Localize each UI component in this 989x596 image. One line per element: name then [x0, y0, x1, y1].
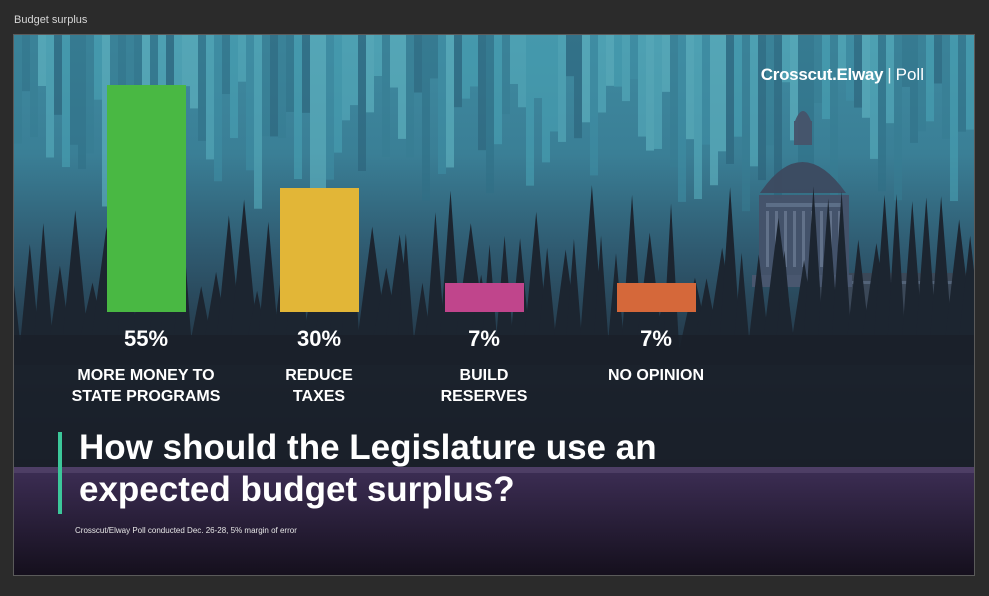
category-label: MORE MONEY TO STATE PROGRAMS [71, 367, 221, 405]
question-accent-bar [58, 432, 62, 514]
category-label: NO OPINION [607, 367, 704, 384]
bar [106, 85, 186, 312]
shoreline [14, 467, 974, 473]
poll-graphic: Crosscut.Elway | Poll 55% MORE MONEY TO STA… [13, 34, 975, 576]
bar-chart: 55% MORE MONEY TO STATE PROGRAMS 30% REDUCE… [14, 35, 974, 575]
category-label: REDUCE TAXES [285, 367, 353, 405]
question-headline: How should the Legislature use an expect… [79, 428, 657, 509]
bar-value-label: 30% [296, 326, 342, 351]
bar [279, 188, 359, 312]
forest-shade [14, 335, 974, 475]
bar [616, 283, 696, 312]
bar-value-label: 55% [123, 326, 169, 351]
bar-value-label: 7% [640, 326, 672, 351]
category-label: BUILD RESERVES [440, 367, 528, 405]
poll-footnote: Crosscut/Elway Poll conducted Dec. 26-28… [75, 526, 297, 535]
bar-value-label: 7% [468, 326, 500, 351]
window-title: Budget surplus [14, 14, 88, 26]
bar [444, 283, 524, 312]
water [14, 467, 974, 575]
brand-logo: Crosscut.Elway | Poll [760, 65, 924, 84]
background-scene [14, 35, 974, 575]
